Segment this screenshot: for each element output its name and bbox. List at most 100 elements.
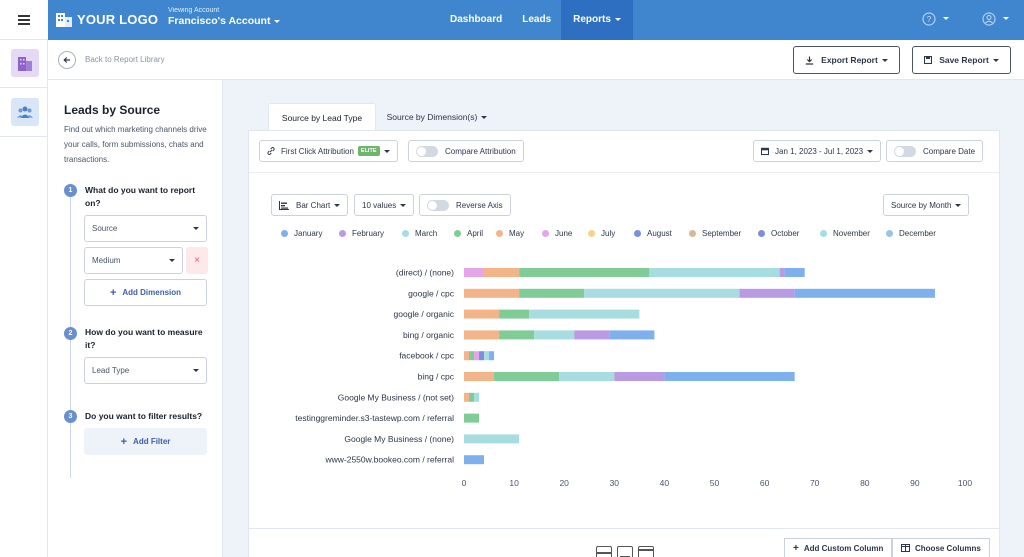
bar-segment[interactable] — [529, 309, 640, 319]
back-button[interactable] — [58, 51, 76, 69]
hamburger-menu-button[interactable] — [0, 0, 48, 40]
bar-segment[interactable] — [464, 455, 485, 465]
layout-chart-icon[interactable] — [617, 546, 633, 557]
bar-segment[interactable] — [609, 330, 655, 340]
legend-item-march[interactable]: March — [402, 229, 437, 238]
layout-split-icon[interactable] — [596, 546, 612, 557]
bar-segment[interactable] — [464, 309, 500, 319]
add-custom-column-button[interactable]: + Add Custom Column — [784, 538, 893, 557]
toggle-switch[interactable] — [894, 145, 916, 157]
toggle-switch[interactable] — [416, 145, 438, 157]
legend-item-october[interactable]: October — [758, 229, 799, 238]
dimension-select-medium[interactable]: Medium — [84, 247, 183, 274]
add-dimension-button[interactable]: + Add Dimension — [84, 279, 207, 306]
bar-segment[interactable] — [469, 392, 475, 402]
choose-columns-button[interactable]: Choose Columns — [892, 538, 990, 557]
bar-segment[interactable] — [519, 288, 585, 298]
step-question: What do you want to report on? — [85, 185, 196, 208]
legend-label: May — [509, 229, 525, 238]
bar-segment[interactable] — [664, 372, 795, 381]
legend-item-december[interactable]: December — [886, 229, 936, 238]
group-by-value: Source by Month — [891, 200, 952, 210]
nav-reports[interactable]: Reports — [561, 0, 633, 40]
nav-leads[interactable]: Leads — [522, 14, 552, 25]
back-to-library-link[interactable]: Back to Report Library — [85, 55, 165, 64]
legend-item-june[interactable]: June — [542, 229, 572, 238]
bar-segment[interactable] — [464, 351, 470, 361]
legend-label: September — [702, 229, 742, 238]
bar-segment[interactable] — [614, 372, 665, 381]
layout-table-icon[interactable] — [638, 546, 654, 557]
bar-segment[interactable] — [464, 372, 495, 381]
legend-item-april[interactable]: April — [454, 229, 483, 238]
legend-item-july[interactable]: July — [588, 229, 615, 238]
bar-segment[interactable] — [469, 351, 475, 361]
plus-icon: + — [793, 542, 799, 554]
measure-select[interactable]: Lead Type — [84, 357, 207, 384]
rail-item-accounts[interactable] — [11, 49, 39, 77]
chart-type-value: Bar Chart — [296, 200, 331, 210]
bar-segment[interactable] — [794, 288, 935, 298]
bar-segment[interactable] — [784, 268, 805, 277]
category-label: bing / cpc — [418, 372, 455, 382]
bar-segment[interactable] — [494, 372, 560, 381]
legend-item-february[interactable]: February — [339, 229, 384, 238]
legend-item-november[interactable]: November — [820, 229, 870, 238]
bar-segment[interactable] — [534, 330, 575, 340]
bar-segment[interactable] — [464, 268, 485, 277]
date-range-select[interactable]: Jan 1, 2023 - Jul 1, 2023 — [753, 140, 882, 162]
legend-item-january[interactable]: January — [281, 229, 322, 238]
logo[interactable]: YOUR LOGO — [55, 11, 158, 27]
values-count-select[interactable]: 10 values — [354, 194, 415, 216]
bar-segment[interactable] — [474, 351, 480, 361]
step-question: Do you want to filter results? — [85, 411, 203, 421]
bar-segment[interactable] — [584, 288, 740, 298]
bar-segment[interactable] — [499, 309, 530, 319]
bar-segment[interactable] — [489, 351, 495, 361]
user-menu[interactable] — [982, 12, 1009, 28]
bar-segment[interactable] — [464, 330, 500, 340]
group-by-select[interactable]: Source by Month — [883, 194, 970, 216]
bar-segment[interactable] — [499, 330, 535, 340]
attribution-select[interactable]: First Click Attribution ELITE — [259, 140, 398, 162]
chart-type-select[interactable]: Bar Chart — [271, 194, 349, 216]
account-switcher[interactable]: Viewing Account Francisco's Account — [168, 7, 281, 27]
bar-segment[interactable] — [464, 392, 470, 402]
legend-item-may[interactable]: May — [496, 229, 524, 238]
reverse-axis-toggle[interactable]: Reverse Axis — [419, 194, 511, 216]
bar-segment[interactable] — [464, 434, 520, 444]
chevron-down-icon — [334, 203, 341, 207]
export-report-button[interactable]: Export Report — [793, 46, 900, 74]
bar-segment[interactable] — [739, 288, 795, 298]
bar-chart-icon — [279, 200, 289, 210]
compare-date-toggle[interactable]: Compare Date — [886, 140, 984, 162]
bar-segment[interactable] — [464, 413, 480, 423]
chevron-down-icon — [955, 203, 962, 207]
legend-item-august[interactable]: August — [634, 229, 672, 238]
bar-segment[interactable] — [479, 351, 485, 361]
bar-segment[interactable] — [484, 351, 490, 361]
bar-segment[interactable] — [519, 268, 650, 277]
nav-dashboard[interactable]: Dashboard — [450, 14, 503, 25]
help-menu[interactable]: ? — [922, 12, 949, 28]
x-tick-label: 90 — [910, 478, 920, 488]
bar-segment[interactable] — [464, 288, 520, 298]
bar-segment[interactable] — [574, 330, 610, 340]
left-rail — [0, 40, 48, 557]
remove-dimension-button[interactable]: × — [186, 247, 208, 274]
add-filter-button[interactable]: + Add Filter — [84, 428, 207, 455]
bar-segment[interactable] — [649, 268, 780, 277]
compare-attribution-toggle[interactable]: Compare Attribution — [408, 140, 524, 162]
bar-segment[interactable] — [779, 268, 785, 277]
save-report-button[interactable]: Save Report — [912, 46, 1011, 74]
tab-source-by-lead-type[interactable]: Source by Lead Type — [268, 103, 376, 131]
dimension-select-source[interactable]: Source — [84, 215, 207, 242]
toggle-switch[interactable] — [427, 199, 449, 211]
tab-source-by-dimensions[interactable]: Source by Dimension(s) — [378, 103, 496, 131]
legend-item-september[interactable]: September — [689, 229, 741, 238]
bar-segment[interactable] — [559, 372, 615, 381]
bar-segment[interactable] — [484, 268, 520, 277]
report-builder-panel: Leads by Source Find out which marketing… — [48, 80, 223, 557]
bar-segment[interactable] — [474, 392, 480, 402]
rail-item-team[interactable] — [11, 98, 39, 126]
